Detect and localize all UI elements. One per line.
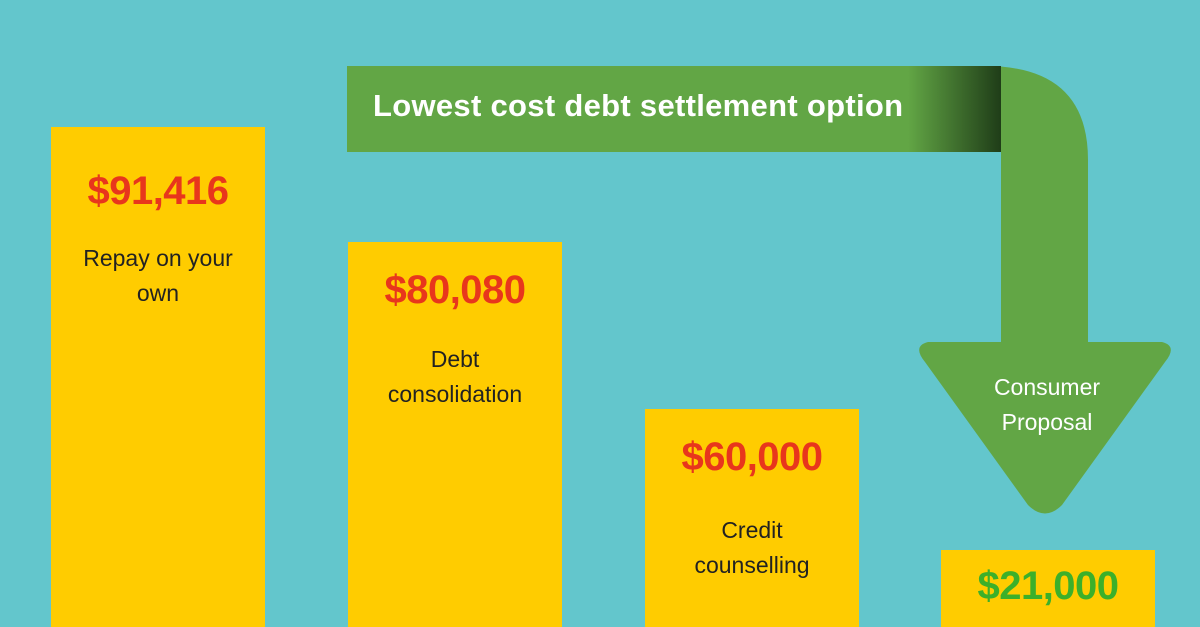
option-amount: $80,080	[384, 268, 526, 312]
option-amount: $60,000	[681, 435, 823, 479]
arrow-shade	[908, 66, 1001, 152]
option-label: Consumer Proposal	[993, 374, 1101, 435]
option-label: Debt consolidation	[387, 346, 523, 407]
option-amount: $21,000	[977, 564, 1119, 608]
option-label: Credit counselling	[694, 517, 810, 578]
option-bar: $80,080 Debt consolidation	[348, 242, 562, 627]
option-label: Repay on your own	[83, 245, 233, 306]
option-amount: $91,416	[87, 169, 229, 213]
arrow	[347, 66, 1171, 514]
banner-title: Lowest cost debt settlement option	[373, 88, 904, 123]
option-bar: $21,000	[941, 550, 1155, 627]
option-bar: $60,000 Credit counselling	[645, 409, 859, 627]
option-bar: $91,416 Repay on your own	[51, 127, 265, 627]
